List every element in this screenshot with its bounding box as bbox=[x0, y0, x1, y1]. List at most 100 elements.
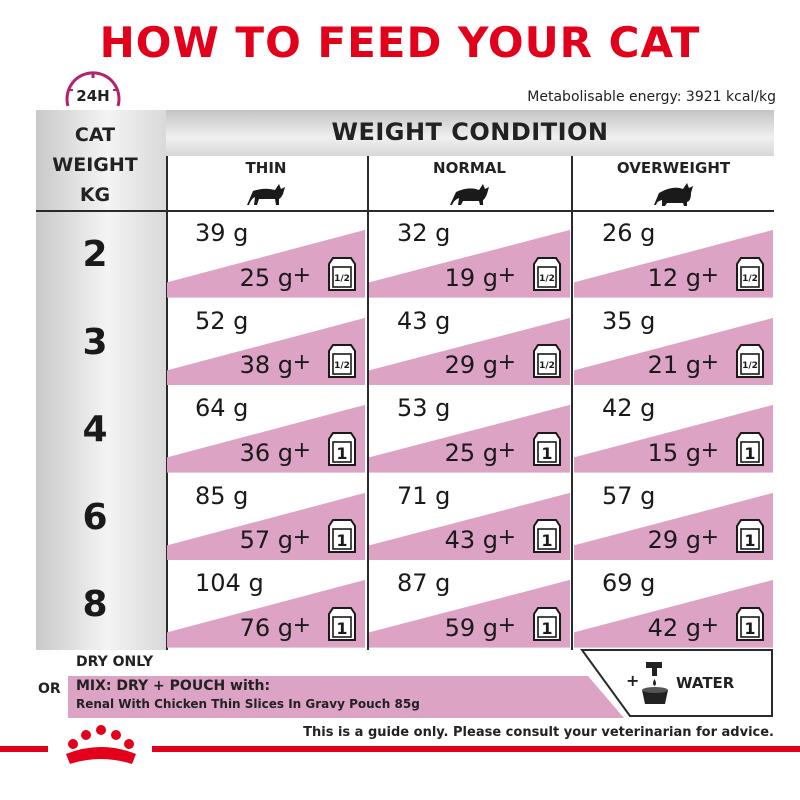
plus-sign: + bbox=[292, 262, 311, 288]
feeding-cell: 26 g 12 g +1/2 bbox=[574, 213, 773, 298]
clock-icon bbox=[65, 71, 121, 107]
dry-only-label: DRY ONLY bbox=[76, 654, 154, 670]
pouch-icon: 1 bbox=[328, 606, 356, 641]
cat-weight-header-line: CAT bbox=[74, 124, 116, 146]
pouch-portion: 1 bbox=[744, 531, 755, 550]
mix-dry-amount: 57 g bbox=[239, 526, 293, 555]
dry-only-amount: 85 g bbox=[195, 481, 249, 510]
pouch-portion: 1 bbox=[336, 619, 347, 638]
dry-only-amount: 53 g bbox=[397, 394, 451, 423]
pouch-portion: 1 bbox=[336, 531, 347, 550]
plus-sign: + bbox=[497, 262, 516, 288]
water-box bbox=[580, 649, 773, 717]
cat-weight-value: 3 bbox=[82, 321, 108, 363]
plus-sign: + bbox=[497, 525, 516, 551]
mix-dry-amount: 76 g bbox=[239, 613, 293, 642]
mix-dry-amount: 29 g bbox=[647, 526, 701, 555]
pouch-icon: 1/2 bbox=[328, 344, 356, 379]
dry-only-amount: 64 g bbox=[195, 394, 249, 423]
mix-portion-band bbox=[574, 492, 773, 561]
mix-dry-amount: 25 g bbox=[239, 263, 293, 292]
page-title: HOW TO FEED YOUR CAT bbox=[99, 18, 701, 67]
disclaimer: This is a guide only. Please consult you… bbox=[303, 725, 774, 740]
weight-column-band bbox=[36, 110, 166, 650]
plus-sign: + bbox=[292, 525, 311, 551]
pouch-icon: 1 bbox=[328, 431, 356, 466]
plus-sign: + bbox=[497, 437, 516, 463]
dry-only-amount: 87 g bbox=[397, 569, 451, 598]
brand-bar-left bbox=[0, 746, 48, 752]
feeding-cell: 69 g 42 g +1 bbox=[574, 563, 773, 648]
pouch-portion: 1 bbox=[541, 531, 552, 550]
mix-portion-band bbox=[167, 229, 365, 298]
mix-dry-amount: 19 g bbox=[444, 263, 498, 292]
feeding-cell: 53 g 25 g +1 bbox=[369, 388, 570, 473]
plus-sign: + bbox=[497, 612, 516, 638]
mix-portion-band bbox=[369, 229, 570, 298]
pouch-portion: 1/2 bbox=[539, 361, 555, 371]
weight-condition-header: WEIGHT CONDITION bbox=[331, 118, 609, 146]
mix-portion-band bbox=[574, 229, 773, 298]
water-plus-sign: + bbox=[626, 671, 639, 690]
feeding-cell: 43 g 29 g +1/2 bbox=[369, 301, 570, 386]
pouch-portion: 1/2 bbox=[539, 274, 555, 284]
dry-only-amount: 71 g bbox=[397, 481, 451, 510]
royal-canin-crown-logo bbox=[66, 725, 136, 764]
mix-portion-band bbox=[574, 580, 773, 648]
table-divider-vertical bbox=[166, 156, 168, 650]
pouch-portion: 1/2 bbox=[334, 274, 350, 284]
brand-bar-right bbox=[152, 746, 800, 752]
pouch-portion: 1 bbox=[744, 619, 755, 638]
cat-icon bbox=[653, 183, 693, 206]
plus-sign: + bbox=[497, 350, 516, 376]
mix-dry-amount: 59 g bbox=[444, 613, 498, 642]
mix-portion-band bbox=[369, 580, 570, 648]
mix-dry-amount: 12 g bbox=[647, 263, 701, 292]
mix-portion-band bbox=[167, 492, 365, 561]
cat-weight-value: 8 bbox=[82, 584, 108, 626]
weight-condition-band bbox=[166, 110, 774, 156]
cat-weight-header-line: WEIGHT bbox=[52, 154, 138, 176]
dry-only-amount: 35 g bbox=[602, 306, 656, 335]
metabolisable-energy: Metabolisable energy: 3921 kcal/kg bbox=[527, 89, 776, 105]
pouch-icon: 1/2 bbox=[736, 256, 764, 291]
water-tap-icon: + bbox=[626, 662, 668, 704]
table-divider-horizontal bbox=[36, 210, 774, 212]
plus-sign: + bbox=[700, 350, 719, 376]
column-header-label: NORMAL bbox=[433, 159, 506, 177]
pouch-icon: 1/2 bbox=[533, 256, 561, 291]
pouch-icon: 1/2 bbox=[533, 344, 561, 379]
pouch-portion: 1/2 bbox=[334, 361, 350, 371]
mix-dry-amount: 29 g bbox=[444, 351, 498, 380]
column-header-overweight: OVERWEIGHT bbox=[573, 156, 774, 212]
dry-only-amount: 26 g bbox=[602, 219, 656, 247]
plus-sign: + bbox=[700, 525, 719, 551]
feeding-cell: 87 g 59 g +1 bbox=[369, 563, 570, 648]
column-header-thin: THIN bbox=[166, 156, 366, 212]
mix-portion-band bbox=[574, 405, 773, 473]
mix-dry-amount: 36 g bbox=[239, 438, 293, 467]
dry-only-amount: 39 g bbox=[195, 219, 249, 247]
mix-dry-amount: 43 g bbox=[444, 526, 498, 555]
pouch-portion: 1/2 bbox=[742, 361, 758, 371]
pouch-portion: 1/2 bbox=[742, 274, 758, 284]
mix-dry-amount: 15 g bbox=[647, 438, 701, 467]
dry-only-amount: 69 g bbox=[602, 569, 656, 598]
feeding-cell: 57 g 29 g +1 bbox=[574, 476, 773, 561]
mix-band bbox=[68, 676, 624, 718]
mix-portion-band bbox=[167, 405, 365, 473]
plus-sign: + bbox=[700, 612, 719, 638]
feeding-cell: 42 g 15 g +1 bbox=[574, 388, 773, 473]
clock-24h: 24H bbox=[62, 68, 124, 110]
plus-sign: + bbox=[700, 437, 719, 463]
mix-portion-band bbox=[369, 317, 570, 386]
column-header-normal: NORMAL bbox=[368, 156, 571, 212]
cat-weight-value: 2 bbox=[82, 234, 108, 275]
dry-only-amount: 32 g bbox=[397, 219, 451, 247]
mix-portion-band bbox=[369, 405, 570, 473]
water-label: WATER bbox=[676, 674, 735, 692]
pouch-icon: 1 bbox=[533, 431, 561, 466]
plus-sign: + bbox=[700, 262, 719, 288]
table-divider-vertical bbox=[367, 156, 369, 650]
mix-dry-amount: 25 g bbox=[444, 438, 498, 467]
